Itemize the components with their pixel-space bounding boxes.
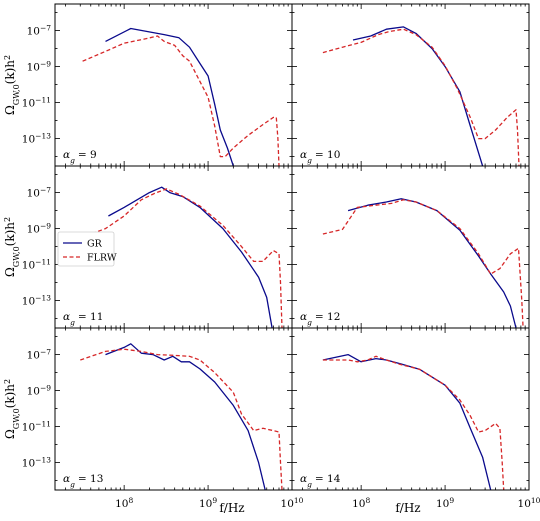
y-tick-label: 10−7 xyxy=(27,347,52,362)
y-tick-label: 10−9 xyxy=(27,383,52,398)
panel-label: αg = 9 xyxy=(63,149,97,165)
y-tick-label: 10−9 xyxy=(27,59,52,74)
x-tick-label: 109 xyxy=(436,496,454,511)
panel-series xyxy=(322,353,505,490)
panel-ticks xyxy=(292,166,530,328)
panel-label: αg = 10 xyxy=(300,149,340,165)
series-gr-line xyxy=(105,27,234,166)
series-flrw-line xyxy=(322,355,505,490)
panel-ticks xyxy=(55,4,293,166)
panel-frame xyxy=(291,3,530,167)
panel-frame xyxy=(54,3,293,167)
y-tick-label: 10−7 xyxy=(27,185,52,200)
y-axis-label: ΩGW,0(k)h2 xyxy=(3,379,21,439)
y-tick-label: 10−7 xyxy=(27,23,52,38)
panel-label: αg = 11 xyxy=(63,311,103,327)
series-gr-line xyxy=(347,198,517,328)
x-axis-label-right: f/Hz xyxy=(395,501,420,515)
x-tick-label: 1010 xyxy=(518,496,540,511)
panel-ticks xyxy=(55,328,293,490)
panel-ticks xyxy=(292,4,530,166)
panel-series xyxy=(322,26,520,166)
series-flrw-line xyxy=(322,28,520,166)
panel-label: αg = 14 xyxy=(300,473,341,489)
x-tick-label: 1010 xyxy=(281,496,304,511)
panel-label: αg = 12 xyxy=(300,311,340,327)
panel-series xyxy=(85,186,283,328)
x-tick-label: 108 xyxy=(352,496,370,511)
panel-3: αg = 11 10−7 10−9 10−11 10−13 ΩGW,0(k)h2 GR FLRW xyxy=(3,165,293,329)
x-tick-label: 108 xyxy=(115,496,133,511)
axis-labels: f/Hz f/Hz xyxy=(219,501,420,515)
panel-series xyxy=(80,343,283,490)
panel-label: αg = 13 xyxy=(63,473,103,489)
series-gr-line xyxy=(322,353,492,490)
y-tick-label: 10−13 xyxy=(22,131,51,146)
y-tick-label: 10−13 xyxy=(22,455,51,470)
y-tick-label: 10−9 xyxy=(27,221,52,236)
y-axis-label: ΩGW,0(k)h2 xyxy=(3,217,21,277)
panel-frame xyxy=(54,327,293,491)
panels-layer: αg = 9 10−7 10−9 10−11 10−13 ΩGW,0(k)h2 αg = 10 α… xyxy=(3,3,540,511)
x-tick-label: 109 xyxy=(199,496,217,511)
panel-1: αg = 9 10−7 10−9 10−11 10−13 ΩGW,0(k)h2 xyxy=(3,3,293,167)
panel-5: αg = 13 10−7 10−9 10−11 10−13 ΩGW,0(k)h2 108 109… xyxy=(3,327,304,511)
y-axis-label: ΩGW,0(k)h2 xyxy=(3,55,21,115)
y-tick-label: 10−11 xyxy=(22,257,51,272)
series-gr-line xyxy=(108,186,273,328)
panel-6: αg = 14 108 109 1010 xyxy=(291,327,540,511)
y-tick-label: 10−13 xyxy=(22,293,51,308)
panel-frame xyxy=(291,165,530,329)
panel-2: αg = 10 xyxy=(291,3,530,167)
panel-series xyxy=(82,27,280,166)
series-flrw-line xyxy=(85,188,283,328)
panel-frame xyxy=(291,327,530,491)
x-axis-label: f/Hz xyxy=(219,501,244,515)
legend-label-flrw: FLRW xyxy=(87,253,117,264)
panel-ticks xyxy=(292,328,530,490)
y-tick-label: 10−11 xyxy=(22,95,51,110)
series-flrw-line xyxy=(322,199,524,328)
y-tick-label: 10−11 xyxy=(22,419,51,434)
series-flrw-line xyxy=(82,35,280,166)
legend: GR FLRW xyxy=(57,231,117,267)
series-gr-line xyxy=(352,26,484,166)
series-gr-line xyxy=(105,343,266,490)
panel-4: αg = 12 xyxy=(291,165,530,329)
panel-series xyxy=(322,198,524,328)
legend-label-gr: GR xyxy=(87,239,103,250)
series-flrw-line xyxy=(80,348,283,490)
